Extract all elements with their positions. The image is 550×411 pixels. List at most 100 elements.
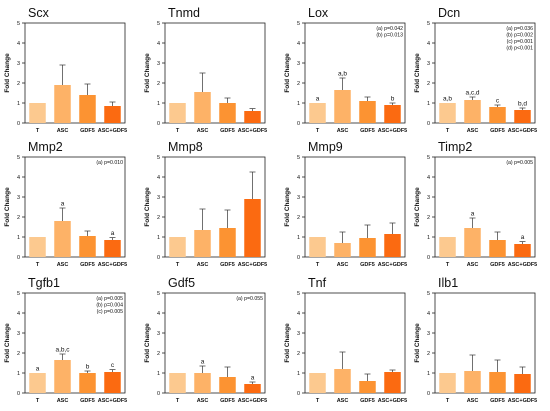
bar — [514, 374, 531, 393]
y-axis-label: Fold Change — [4, 187, 11, 227]
bar — [169, 103, 186, 123]
panel-title: Timp2 — [438, 140, 472, 154]
x-tick-label: T — [176, 262, 180, 268]
y-tick-label: 3 — [157, 331, 160, 337]
plot-frame — [164, 156, 266, 258]
panel-title: Scx — [28, 6, 50, 20]
x-tick-label: T — [316, 128, 320, 134]
x-tick-label: GDF5 — [220, 128, 235, 134]
bar — [489, 240, 506, 257]
x-tick-label: ASC+GDF5 — [378, 398, 408, 404]
bar — [79, 373, 96, 393]
p-value-annotation: (d) p<0.001 — [506, 46, 533, 52]
y-tick-label: 4 — [297, 311, 300, 317]
bar — [464, 228, 481, 257]
bar — [514, 244, 531, 257]
bar — [384, 372, 401, 393]
bar — [79, 236, 96, 257]
y-tick-label: 4 — [17, 311, 20, 317]
panel-title: Mmp2 — [28, 140, 63, 154]
y-tick-label: 1 — [157, 101, 160, 107]
p-value-annotation: (a) p=0.055 — [236, 296, 263, 302]
p-value-annotation: (a) p=0.010 — [96, 160, 123, 166]
plot-frame — [434, 156, 536, 258]
y-tick-label: 3 — [297, 195, 300, 201]
y-tick-label: 5 — [17, 291, 20, 297]
significance-letter: b — [391, 96, 395, 103]
p-value-annotation: (a) p=0.042 — [376, 26, 403, 32]
x-tick-label: ASC+GDF5 — [98, 262, 128, 268]
x-tick-label: ASC+GDF5 — [508, 128, 538, 134]
panel-tnf: Tnf Fold Change 0 1 2 3 4 5 T ASC GDF5 ASC+GDF5 — [284, 276, 407, 404]
bar — [359, 381, 376, 393]
y-tick-label: 3 — [427, 61, 430, 67]
y-tick-label: 0 — [427, 391, 430, 397]
y-tick-label: 2 — [157, 351, 160, 357]
x-tick-label: ASC+GDF5 — [238, 398, 268, 404]
bar — [219, 103, 236, 123]
y-tick-label: 5 — [427, 21, 430, 27]
significance-letter: a — [61, 201, 65, 208]
x-tick-label: ASC — [197, 262, 209, 268]
significance-letter: b — [86, 364, 90, 371]
y-tick-label: 0 — [157, 121, 160, 127]
bar — [104, 106, 121, 123]
y-tick-label: 1 — [157, 371, 160, 377]
bar — [384, 234, 401, 257]
y-tick-label: 2 — [297, 351, 300, 357]
y-tick-label: 3 — [17, 331, 20, 337]
y-tick-label: 4 — [427, 41, 430, 47]
bar — [309, 237, 326, 257]
y-tick-label: 2 — [297, 81, 300, 87]
y-tick-label: 1 — [17, 371, 20, 377]
y-tick-label: 0 — [17, 255, 20, 261]
significance-letter: a,b — [338, 71, 347, 78]
bar — [169, 237, 186, 257]
y-tick-label: 3 — [17, 61, 20, 67]
significance-letter: a,c,d — [465, 90, 479, 97]
bar — [334, 90, 351, 123]
x-tick-label: ASC+GDF5 — [508, 398, 538, 404]
panel-mmp9: Mmp9 Fold Change 0 1 2 3 4 5 T ASC GDF5 ASC+GDF5 — [284, 140, 407, 268]
panel-title: Tnf — [308, 276, 327, 290]
plot-frame — [164, 292, 266, 394]
bar — [29, 373, 46, 393]
y-tick-label: 3 — [157, 61, 160, 67]
significance-letter: c — [111, 362, 115, 369]
x-tick-label: T — [176, 398, 180, 404]
x-tick-label: GDF5 — [80, 262, 95, 268]
significance-letter: a — [251, 375, 255, 382]
x-tick-label: ASC — [57, 398, 69, 404]
y-tick-label: 5 — [17, 155, 20, 161]
y-tick-label: 3 — [427, 195, 430, 201]
bar — [359, 238, 376, 257]
x-tick-label: GDF5 — [220, 398, 235, 404]
x-tick-label: ASC+GDF5 — [508, 262, 538, 268]
bar — [359, 101, 376, 123]
y-tick-label: 4 — [297, 41, 300, 47]
bar — [29, 103, 46, 123]
x-tick-label: ASC — [197, 398, 209, 404]
x-tick-label: T — [316, 262, 320, 268]
y-tick-label: 1 — [297, 235, 300, 241]
y-tick-label: 0 — [297, 121, 300, 127]
significance-letter: a — [111, 230, 115, 237]
panel-title: Dcn — [438, 6, 460, 20]
y-tick-label: 0 — [297, 255, 300, 261]
y-tick-label: 1 — [427, 235, 430, 241]
plot-frame — [304, 292, 406, 394]
y-tick-label: 4 — [17, 41, 20, 47]
x-tick-label: ASC — [197, 128, 209, 134]
y-tick-label: 4 — [157, 311, 160, 317]
p-value-annotation: (b) p=0.002 — [506, 33, 533, 39]
x-tick-label: GDF5 — [490, 262, 505, 268]
x-tick-label: ASC+GDF5 — [378, 262, 408, 268]
p-value-annotation: (b) p=0.004 — [96, 303, 123, 309]
x-tick-label: T — [446, 128, 450, 134]
y-axis-label: Fold Change — [144, 187, 151, 227]
y-tick-label: 5 — [427, 291, 430, 297]
y-tick-label: 0 — [297, 391, 300, 397]
significance-letter: b,d — [518, 101, 527, 108]
panel-mmp8: Mmp8 Fold Change 0 1 2 3 4 5 T ASC GDF5 ASC+GDF5 — [144, 140, 267, 268]
bar — [54, 360, 71, 393]
